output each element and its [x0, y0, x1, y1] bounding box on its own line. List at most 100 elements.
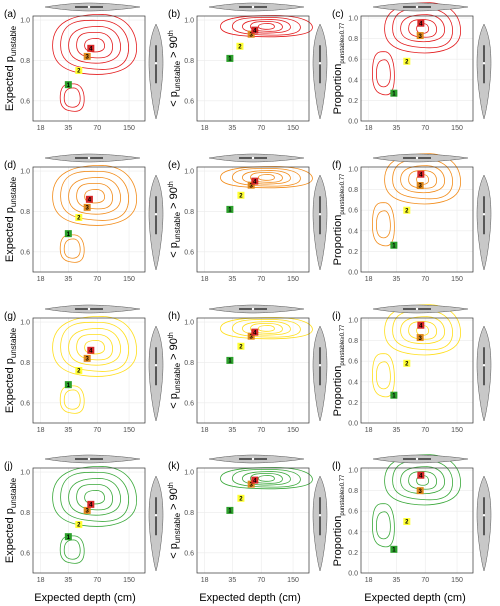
contour-line [375, 59, 391, 88]
y-tick-label: 1.0 [184, 169, 194, 176]
data-point-marker [226, 506, 234, 514]
panel-label: (j) [4, 461, 13, 472]
contour-line [232, 168, 301, 187]
side-violin-median [318, 62, 322, 65]
panel-label: (e) [168, 160, 180, 171]
data-point-label: 1 [67, 232, 71, 238]
x-tick-label: 18 [201, 577, 209, 584]
data-point-label: 3 [419, 336, 423, 342]
y-tick-label: 0.8 [184, 58, 194, 65]
contour-line [220, 166, 313, 189]
side-violin-median [318, 514, 322, 517]
y-tick-label: 0.0 [348, 421, 358, 428]
x-tick-label: 150 [287, 427, 299, 434]
data-point-marker [390, 391, 398, 399]
contour-line [68, 327, 122, 366]
x-tick-label: 35 [228, 125, 236, 132]
top-violin-median [415, 5, 419, 9]
data-point-marker [83, 354, 91, 362]
panel-label: (c) [332, 9, 344, 20]
data-point-label: 4 [253, 28, 257, 34]
x-tick-label: 70 [257, 577, 265, 584]
contour-line [408, 471, 438, 490]
contour-line [400, 14, 446, 43]
panel-h: (h) 0.6 0.8 1.0 18 35 70 150 1 2 34 < punstable > 9… [168, 304, 328, 434]
y-axis-label: < punstable > 90th [168, 332, 182, 409]
y-tick-label: 0.0 [348, 119, 358, 126]
data-point-label: 1 [67, 83, 71, 89]
contour-line [68, 25, 122, 64]
side-violin-median [154, 364, 158, 367]
side-violin-median [318, 213, 322, 216]
panel-label: (a) [4, 9, 16, 20]
y-tick-label: 0.6 [348, 509, 358, 516]
y-tick-label: 0.6 [184, 550, 194, 557]
contour-line [400, 316, 446, 345]
data-point-label: 1 [228, 509, 232, 515]
panel-d: (d) 0.6 0.8 1.0 18 35 70 150 1 23 4 Expected punsta… [4, 153, 164, 283]
data-point-marker [226, 356, 234, 364]
y-tick-label: 0.8 [184, 510, 194, 517]
data-point-marker [75, 213, 83, 221]
y-axis-label: < punstable > 90th [168, 482, 182, 559]
data-point-label: 2 [239, 496, 243, 502]
y-axis-label: < punstable > 90th [168, 181, 182, 258]
y-tick-label: 1.0 [184, 18, 194, 25]
y-axis-label: Expected punstable [4, 477, 18, 563]
top-violin-median [87, 5, 91, 9]
x-tick-label: 18 [37, 577, 45, 584]
contour-line [371, 353, 395, 398]
contour-line [400, 466, 446, 495]
data-point-label: 2 [239, 193, 243, 199]
panel-j: (j) 0.6 0.8 1.0 18 35 70 150 12 34 Expected punsta… [4, 454, 164, 584]
data-point-label: 1 [392, 393, 396, 399]
data-point-label: 4 [253, 179, 257, 185]
y-tick-label: 0.6 [184, 98, 194, 105]
data-point-label: 2 [405, 59, 409, 65]
data-point-marker [417, 170, 425, 178]
x-tick-label: 35 [228, 276, 236, 283]
x-tick-label: 35 [228, 577, 236, 584]
panel-b: (b) 0.6 0.8 1.0 18 35 70 150 1 2 34 < punstable > 9… [168, 2, 328, 132]
x-tick-label: 150 [287, 276, 299, 283]
panel-i: (i) 0.0 0.2 0.4 0.6 0.8 1.0 18 35 70 150 1 2 3 4 Propor… [332, 304, 492, 434]
y-tick-label: 1.0 [20, 320, 30, 327]
y-tick-label: 0.8 [20, 510, 30, 517]
data-point-marker [64, 81, 72, 89]
data-point-label: 4 [89, 349, 93, 355]
x-tick-label: 150 [451, 276, 463, 283]
top-violin-median [87, 457, 91, 461]
x-tick-label: 35 [392, 427, 400, 434]
data-point-marker [251, 328, 259, 336]
x-tick-label: 35 [64, 577, 72, 584]
x-tick-label: 150 [451, 427, 463, 434]
y-axis-label: Expected punstable [4, 327, 18, 413]
data-point-label: 3 [419, 184, 423, 190]
panel-frame [360, 317, 474, 424]
contour-line [232, 469, 301, 488]
data-point-label: 3 [250, 32, 254, 38]
x-tick-label: 18 [37, 276, 45, 283]
panel-f: (f) 0.0 0.2 0.4 0.6 0.8 1.0 18 35 70 150 1 2 3 4 Propor… [332, 153, 492, 283]
panel-frame [196, 317, 310, 424]
panel-frame [360, 166, 474, 273]
panel-l: (l) 0.0 0.2 0.4 0.6 0.8 1.0 18 35 70 150 1 2 3 4 Propor… [332, 454, 492, 584]
data-point-label: 4 [89, 47, 93, 53]
contour-line [258, 475, 275, 482]
contour-line [63, 238, 81, 259]
data-point-marker [417, 321, 425, 329]
data-point-label: 4 [89, 503, 93, 509]
contour-line [400, 165, 446, 194]
x-tick-label: 35 [392, 577, 400, 584]
contour-line [220, 317, 313, 340]
contour-line [371, 503, 395, 548]
data-point-marker [87, 346, 95, 354]
contour-line [408, 321, 438, 340]
panel-frame [32, 317, 146, 424]
data-point-label: 3 [86, 55, 90, 61]
panel-frame [32, 15, 146, 122]
data-point-marker [85, 195, 93, 203]
x-tick-label: 70 [257, 276, 265, 283]
